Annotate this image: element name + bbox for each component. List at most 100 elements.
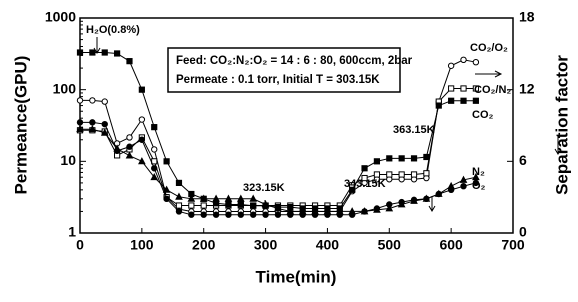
point — [188, 211, 195, 218]
point — [100, 128, 109, 136]
point — [101, 49, 108, 56]
point — [237, 211, 245, 218]
point — [151, 146, 158, 153]
point — [336, 211, 343, 218]
point — [448, 97, 455, 104]
y2-tick-label: 12 — [519, 80, 535, 96]
point — [175, 208, 183, 215]
point — [138, 157, 146, 165]
point — [249, 194, 258, 202]
annotation: 343.15K — [344, 178, 386, 190]
point — [88, 125, 97, 133]
y2-tick-label: 6 — [519, 152, 527, 168]
point — [423, 195, 430, 203]
arrow — [428, 196, 436, 212]
series-label: CO₂ — [472, 109, 494, 121]
point — [299, 211, 306, 218]
point — [435, 102, 442, 109]
point — [373, 171, 381, 178]
point — [225, 201, 232, 208]
point — [472, 85, 479, 92]
point — [236, 194, 245, 202]
point — [150, 172, 159, 181]
x-axis-title: Time(min) — [256, 267, 337, 286]
point — [89, 97, 96, 104]
point — [212, 194, 220, 202]
point — [349, 186, 356, 193]
x-tick-label: 600 — [439, 237, 463, 253]
point — [448, 85, 455, 92]
point — [250, 202, 257, 209]
point — [324, 211, 331, 218]
point — [126, 58, 133, 65]
point — [460, 85, 467, 92]
point — [89, 119, 96, 126]
point — [386, 171, 393, 178]
x-tick-label: 200 — [192, 237, 216, 253]
point — [373, 158, 381, 165]
point — [101, 120, 108, 128]
point — [76, 49, 84, 56]
point — [200, 202, 207, 209]
y-tick-label: 1000 — [45, 9, 76, 25]
point — [76, 125, 84, 133]
point — [224, 194, 233, 202]
point — [76, 119, 84, 126]
point — [311, 211, 319, 218]
y2-tick-label: 18 — [519, 9, 535, 25]
point — [398, 198, 405, 206]
series-label: CO₂/N₂ — [474, 84, 511, 96]
note-box — [167, 47, 401, 93]
point — [385, 204, 394, 212]
point — [348, 211, 356, 218]
annotation: 323.15K — [243, 182, 285, 194]
point — [151, 165, 158, 172]
point — [151, 124, 158, 131]
y2-axis-title: Separation factor — [552, 55, 571, 195]
point — [459, 175, 468, 183]
point — [89, 49, 96, 56]
x-tick-label: 500 — [378, 237, 402, 253]
annotation: 363.15K — [393, 124, 435, 136]
point — [435, 190, 442, 198]
point — [175, 202, 183, 209]
point — [76, 97, 84, 104]
point — [126, 134, 133, 141]
point — [262, 211, 269, 218]
point — [274, 204, 282, 212]
point — [113, 147, 121, 155]
point — [398, 171, 405, 178]
point — [460, 97, 467, 104]
point — [423, 170, 430, 177]
point — [125, 151, 134, 159]
point — [138, 136, 146, 143]
point — [101, 98, 108, 105]
point — [212, 211, 220, 218]
point — [187, 194, 196, 202]
point — [460, 182, 467, 190]
x-tick-label: 300 — [254, 237, 278, 253]
x-tick-label: 0 — [76, 237, 84, 253]
point — [163, 158, 170, 165]
arrow — [554, 136, 562, 155]
annotation: H₂O(0.8%) — [86, 24, 140, 36]
series-label: N₂ — [472, 166, 485, 178]
point — [361, 208, 368, 215]
point — [398, 155, 405, 162]
point — [162, 185, 171, 193]
y-tick-label: 1 — [68, 224, 76, 240]
point — [138, 116, 146, 123]
x-tick-label: 400 — [316, 237, 340, 253]
point — [114, 50, 121, 57]
point — [188, 202, 195, 209]
point — [386, 201, 393, 208]
point — [200, 211, 207, 218]
point — [460, 56, 467, 64]
x-tick-label: 100 — [130, 237, 154, 253]
point — [163, 195, 170, 203]
point — [361, 165, 368, 172]
point — [175, 192, 183, 200]
point — [261, 200, 270, 208]
note-line: Feed: CO₂:N₂:O₂ = 14 : 6 : 80, 600ccm, 2… — [176, 55, 413, 67]
point — [199, 194, 208, 202]
